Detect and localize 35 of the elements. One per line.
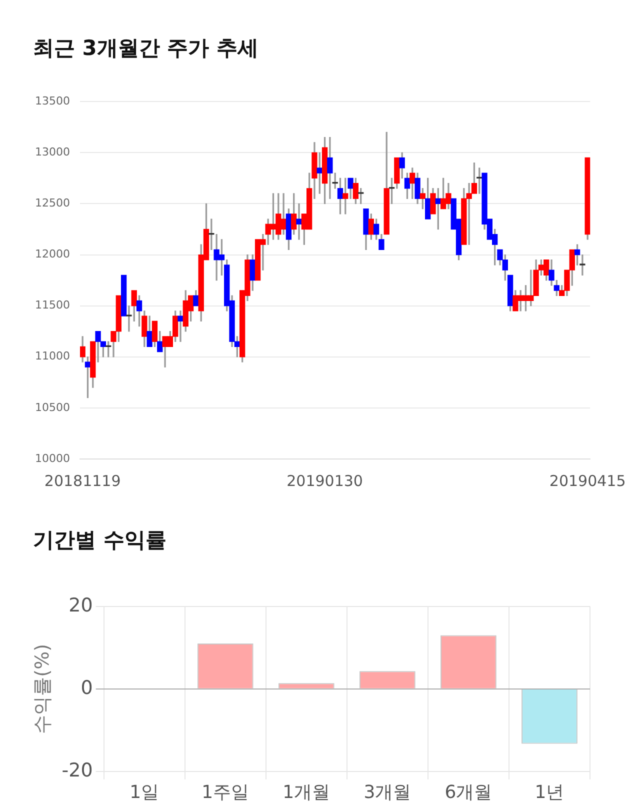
x-tick-label: 1개월 [282, 782, 330, 803]
y-axis-title: 수익률(%) [31, 644, 54, 734]
y-tick-label: 20 [68, 594, 93, 616]
candlestick [178, 310, 184, 342]
x-tick-label: 6개월 [444, 782, 492, 803]
y-tick-label: 10500 [35, 400, 70, 414]
y-tick-label: 12500 [35, 196, 70, 210]
x-tick-label: 3개월 [364, 782, 412, 803]
candlestick [80, 336, 86, 362]
candlestick [348, 178, 354, 199]
y-tick-label: 13000 [35, 146, 70, 159]
y-tick-label: 11000 [35, 350, 70, 363]
x-tick-label: 20190130 [286, 472, 363, 490]
candlestick [363, 208, 369, 250]
y-tick-label: 11500 [35, 298, 70, 312]
chart-title: 최근 3개월간 주가 추세 [33, 35, 259, 62]
x-tick-label: 1년 [534, 782, 564, 803]
candlestick [580, 254, 586, 276]
x-tick-label: 20190415 [549, 472, 626, 490]
x-tick-label: 1주일 [202, 782, 250, 803]
x-tick-label: 20181119 [44, 472, 121, 490]
candlestick [327, 137, 333, 199]
y-tick-label: -20 [62, 759, 93, 782]
y-tick-label: 12000 [35, 248, 70, 261]
y-tick-label: 13500 [35, 94, 70, 108]
candlestick [146, 316, 152, 348]
candlestick [414, 172, 420, 204]
y-tick-label: 10000 [35, 452, 70, 465]
x-tick-label: 1일 [130, 782, 160, 803]
chart-title: 기간별 수익률 [33, 527, 166, 554]
candlestick [296, 203, 302, 240]
candlestick [193, 290, 199, 306]
y-tick-label: 0 [80, 676, 93, 699]
candlestick [120, 274, 127, 316]
candlestick [126, 306, 132, 332]
